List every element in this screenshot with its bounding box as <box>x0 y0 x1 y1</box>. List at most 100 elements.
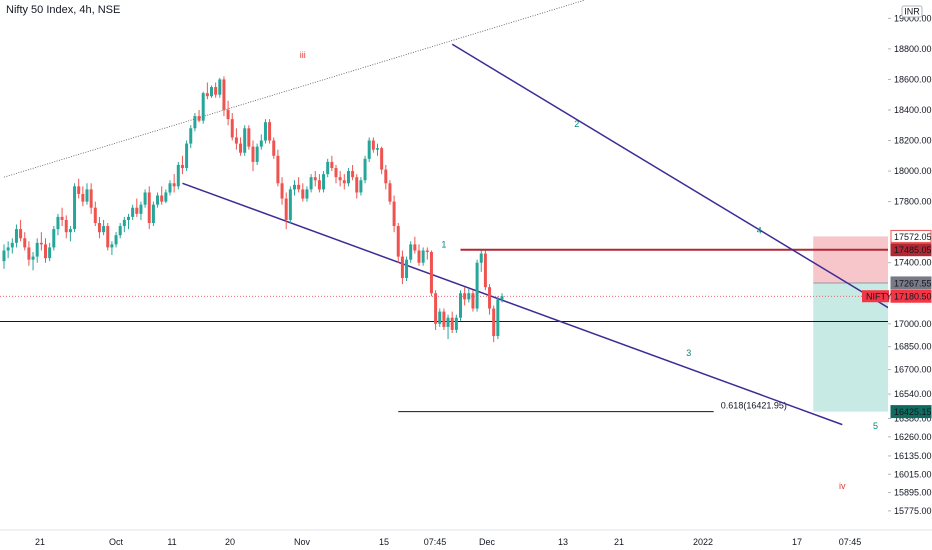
candle[interactable] <box>147 186 151 230</box>
candle[interactable] <box>413 236 417 254</box>
candle[interactable] <box>234 128 238 150</box>
candle[interactable] <box>454 314 458 333</box>
time-axis-panel[interactable] <box>0 530 932 550</box>
candle[interactable] <box>409 241 413 263</box>
candle[interactable] <box>156 192 160 208</box>
candle[interactable] <box>151 201 155 227</box>
candle[interactable] <box>330 155 334 172</box>
candle[interactable] <box>2 244 6 269</box>
candle[interactable] <box>247 125 251 150</box>
candle[interactable] <box>471 290 475 312</box>
candle[interactable] <box>425 247 429 260</box>
candle[interactable] <box>160 186 164 205</box>
candle[interactable] <box>127 213 130 230</box>
trend-line[interactable] <box>3 0 586 178</box>
candle[interactable] <box>85 183 89 205</box>
candle[interactable] <box>60 207 64 227</box>
candle[interactable] <box>483 250 487 291</box>
candle[interactable] <box>39 232 43 251</box>
candle[interactable] <box>338 171 342 187</box>
candle[interactable] <box>450 311 454 333</box>
candle[interactable] <box>48 242 52 262</box>
candle[interactable] <box>106 222 110 251</box>
candle[interactable] <box>392 195 396 233</box>
candle[interactable] <box>272 137 276 159</box>
candle[interactable] <box>276 149 280 187</box>
candle[interactable] <box>334 164 338 184</box>
candle[interactable] <box>114 232 118 248</box>
candle[interactable] <box>73 183 77 233</box>
candle[interactable] <box>197 109 201 123</box>
candle[interactable] <box>268 119 272 144</box>
candle[interactable] <box>226 100 230 126</box>
candle[interactable] <box>305 186 309 202</box>
candle[interactable] <box>363 155 367 184</box>
candle[interactable] <box>309 174 313 193</box>
candle[interactable] <box>102 219 106 236</box>
candle[interactable] <box>172 174 176 193</box>
candle[interactable] <box>239 137 243 156</box>
candle[interactable] <box>284 192 288 230</box>
candle[interactable] <box>31 252 35 271</box>
candle[interactable] <box>400 250 404 285</box>
candle[interactable] <box>467 288 471 303</box>
price-axis-panel[interactable] <box>888 0 932 550</box>
candle[interactable] <box>376 143 379 156</box>
candle[interactable] <box>255 143 259 165</box>
candle[interactable] <box>322 171 326 193</box>
candle[interactable] <box>218 77 222 98</box>
candle[interactable] <box>459 290 462 321</box>
candle[interactable] <box>463 287 467 306</box>
candle[interactable] <box>143 189 147 208</box>
candle[interactable] <box>52 226 56 251</box>
candle[interactable] <box>479 250 483 272</box>
candle[interactable] <box>14 224 18 248</box>
candle[interactable] <box>405 256 409 282</box>
candle[interactable] <box>297 177 301 193</box>
candle[interactable] <box>388 180 392 205</box>
candle[interactable] <box>326 158 330 178</box>
candle[interactable] <box>44 238 47 263</box>
candle[interactable] <box>122 216 126 233</box>
candle[interactable] <box>164 189 168 204</box>
candle[interactable] <box>313 171 317 187</box>
candle[interactable] <box>97 216 101 239</box>
candle[interactable] <box>396 222 400 263</box>
candle[interactable] <box>488 284 492 315</box>
candle[interactable] <box>93 201 97 227</box>
candle[interactable] <box>259 134 263 150</box>
candle[interactable] <box>35 238 39 263</box>
candle[interactable] <box>367 137 371 162</box>
candle[interactable] <box>355 174 359 199</box>
candle[interactable] <box>139 201 143 220</box>
candle[interactable] <box>89 183 93 214</box>
candle[interactable] <box>251 140 255 172</box>
channel-lower-line[interactable] <box>182 182 843 426</box>
candle[interactable] <box>446 314 450 340</box>
candle[interactable] <box>168 180 172 196</box>
candle[interactable] <box>351 164 355 181</box>
candle[interactable] <box>301 183 305 202</box>
candle[interactable] <box>110 241 114 256</box>
candle[interactable] <box>10 238 14 254</box>
candle[interactable] <box>280 177 284 205</box>
candle[interactable] <box>189 125 193 149</box>
candle[interactable] <box>27 241 31 266</box>
candle[interactable] <box>214 82 218 98</box>
candle[interactable] <box>317 174 321 193</box>
candle[interactable] <box>193 113 197 132</box>
candle[interactable] <box>500 293 504 303</box>
candle[interactable] <box>81 186 85 207</box>
candle[interactable] <box>185 140 189 172</box>
candle[interactable] <box>68 226 72 242</box>
candle[interactable] <box>346 168 350 187</box>
candle[interactable] <box>380 146 384 175</box>
candle[interactable] <box>342 174 346 190</box>
candle[interactable] <box>77 178 81 199</box>
candle[interactable] <box>359 177 363 196</box>
candle[interactable] <box>475 259 479 312</box>
candle[interactable] <box>19 219 23 242</box>
candle[interactable] <box>371 137 375 153</box>
candle[interactable] <box>131 204 135 220</box>
candle[interactable] <box>429 250 433 297</box>
